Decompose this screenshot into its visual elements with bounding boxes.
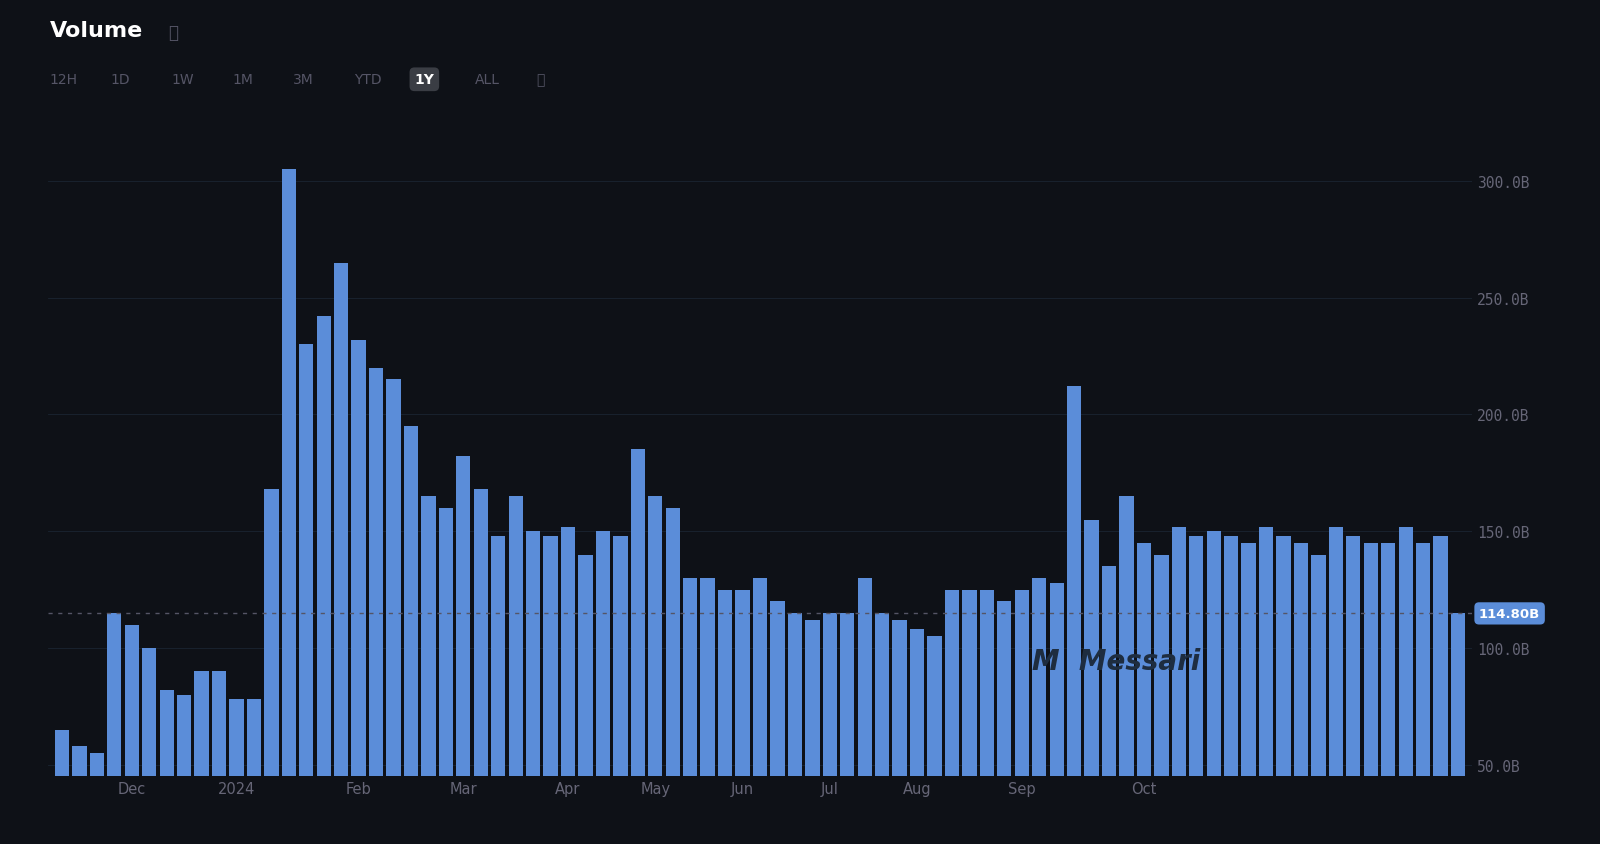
Bar [997,602,1011,844]
Bar [1206,532,1221,844]
Bar [1346,536,1360,844]
Bar [229,700,243,844]
Bar [107,614,122,844]
Bar [456,457,470,844]
Bar [648,496,662,844]
Text: 📅: 📅 [536,73,544,87]
Bar [352,340,366,844]
Bar [1102,566,1117,844]
Bar [526,532,541,844]
Bar [1032,578,1046,844]
Bar [264,490,278,844]
Text: M  Messari: M Messari [1032,647,1200,675]
Bar [770,602,784,844]
Bar [562,527,574,844]
Text: 3M: 3M [293,73,314,87]
Bar [630,450,645,844]
Bar [160,690,174,844]
Bar [979,590,994,844]
Bar [142,648,157,844]
Bar [910,630,925,844]
Bar [1277,536,1291,844]
Bar [421,496,435,844]
Bar [211,672,226,844]
Bar [90,753,104,844]
Bar [544,536,558,844]
Bar [754,578,766,844]
Bar [962,590,976,844]
Bar [718,590,733,844]
Bar [840,614,854,844]
Bar [666,508,680,844]
Bar [1242,544,1256,844]
Bar [858,578,872,844]
Bar [125,625,139,844]
Bar [370,368,384,844]
Bar [72,746,86,844]
Bar [893,620,907,844]
Bar [474,490,488,844]
Text: 1D: 1D [110,73,130,87]
Bar [1085,520,1099,844]
Bar [1398,527,1413,844]
Bar [683,578,698,844]
Bar [805,620,819,844]
Bar [438,508,453,844]
Bar [1363,544,1378,844]
Bar [1294,544,1309,844]
Bar [386,380,400,844]
Bar [736,590,750,844]
Bar [701,578,715,844]
Text: 12H: 12H [50,73,77,87]
Bar [1050,583,1064,844]
Bar [1328,527,1342,844]
Bar [578,555,592,844]
Text: 1M: 1M [232,73,253,87]
Bar [246,700,261,844]
Bar [928,636,942,844]
Bar [1154,555,1168,844]
Bar [1014,590,1029,844]
Text: 114.80B: 114.80B [1478,607,1541,620]
Bar [509,496,523,844]
Text: ALL: ALL [475,73,501,87]
Bar [595,532,610,844]
Bar [178,695,192,844]
Bar [1120,496,1134,844]
Bar [1171,527,1186,844]
Bar [1259,527,1274,844]
Bar [1224,536,1238,844]
Bar [787,614,802,844]
Text: 1W: 1W [171,73,194,87]
Bar [875,614,890,844]
Bar [946,590,958,844]
Bar [403,426,418,844]
Bar [195,672,208,844]
Bar [1067,387,1082,844]
Bar [1136,544,1150,844]
Bar [1416,544,1430,844]
Bar [613,536,627,844]
Bar [317,317,331,844]
Bar [54,730,69,844]
Bar [1189,536,1203,844]
Bar [299,345,314,844]
Text: ⓘ: ⓘ [168,24,178,41]
Bar [1451,614,1466,844]
Bar [1312,555,1325,844]
Bar [334,263,349,844]
Text: Volume: Volume [50,21,142,41]
Bar [491,536,506,844]
Text: 1Y: 1Y [414,73,434,87]
Bar [822,614,837,844]
Bar [1381,544,1395,844]
Text: YTD: YTD [354,73,381,87]
Bar [282,170,296,844]
Bar [1434,536,1448,844]
